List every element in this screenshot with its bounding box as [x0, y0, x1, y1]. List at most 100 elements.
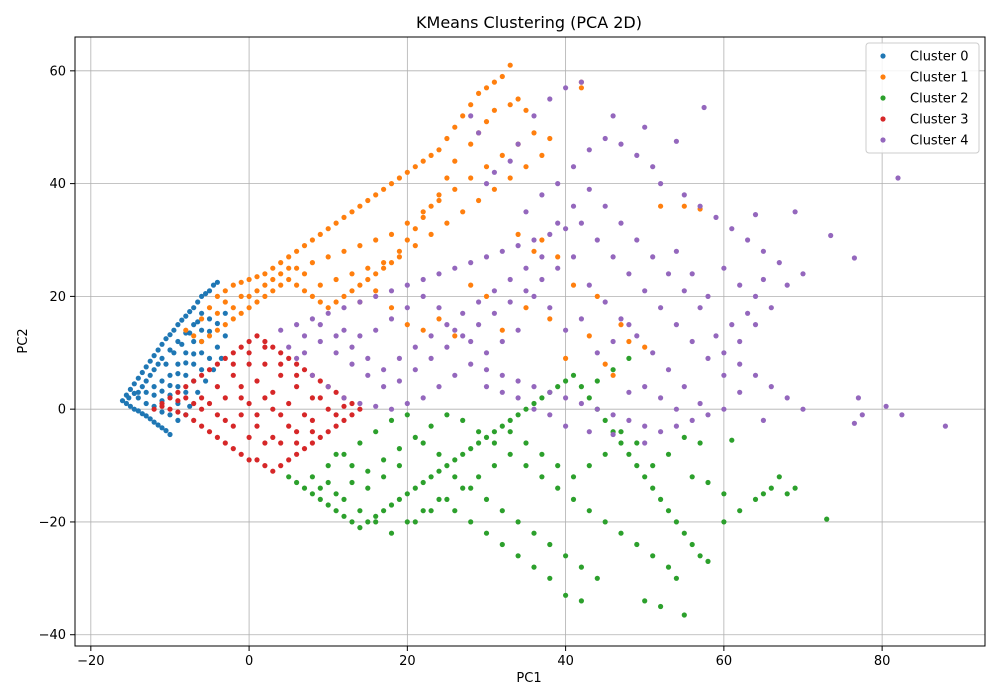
- data-point: [357, 203, 363, 209]
- data-point: [238, 451, 244, 457]
- data-point: [578, 400, 585, 407]
- data-point: [721, 406, 727, 412]
- data-point: [851, 255, 858, 261]
- data-point: [507, 451, 513, 457]
- data-point: [317, 378, 323, 384]
- data-point: [246, 305, 252, 311]
- data-point: [752, 212, 759, 218]
- data-point: [214, 361, 220, 367]
- data-point: [713, 333, 719, 339]
- data-point: [349, 288, 355, 294]
- data-point: [135, 395, 141, 401]
- data-point: [701, 104, 707, 111]
- data-point: [286, 254, 292, 260]
- data-point: [309, 440, 315, 446]
- data-point: [499, 327, 505, 333]
- data-point: [586, 333, 592, 339]
- data-point: [555, 384, 561, 390]
- data-point: [752, 372, 759, 378]
- data-point: [151, 367, 157, 373]
- data-point: [420, 293, 426, 299]
- data-point: [499, 508, 505, 514]
- data-point: [139, 369, 145, 376]
- data-point: [594, 378, 600, 384]
- data-point: [404, 305, 410, 311]
- data-point: [206, 316, 213, 322]
- data-point: [721, 372, 727, 378]
- data-point: [507, 276, 513, 283]
- legend-box: [865, 42, 980, 154]
- data-point: [373, 403, 379, 409]
- data-point: [333, 333, 339, 339]
- data-point: [199, 293, 205, 299]
- data-point: [618, 440, 624, 446]
- data-point: [673, 423, 680, 429]
- data-point: [183, 389, 189, 395]
- y-tick-label: −40: [39, 628, 66, 643]
- data-point: [294, 265, 300, 271]
- data-point: [349, 209, 355, 215]
- data-point: [294, 429, 300, 435]
- data-point: [286, 265, 292, 271]
- data-point: [317, 485, 323, 491]
- data-point: [737, 389, 743, 395]
- data-point: [452, 508, 458, 514]
- data-point: [246, 434, 252, 440]
- data-point: [737, 282, 743, 288]
- data-point: [199, 350, 205, 356]
- data-point: [341, 417, 347, 423]
- data-point: [444, 135, 450, 142]
- data-point: [460, 310, 466, 316]
- data-point: [147, 416, 153, 422]
- data-point: [135, 389, 141, 395]
- data-point: [301, 271, 308, 277]
- data-point: [388, 417, 395, 423]
- data-point: [547, 575, 553, 581]
- data-point: [539, 451, 545, 457]
- data-point: [349, 361, 355, 367]
- data-point: [444, 220, 450, 226]
- x-axis-ticks: −20 0 20 40 60 80: [77, 646, 890, 669]
- data-point: [752, 496, 759, 502]
- data-point: [199, 367, 205, 373]
- data-point: [547, 541, 553, 548]
- data-point: [388, 530, 395, 536]
- data-point: [183, 412, 189, 418]
- data-point: [396, 355, 402, 361]
- data-point: [294, 282, 300, 288]
- data-point: [163, 361, 169, 367]
- data-point: [135, 408, 141, 414]
- data-point: [784, 282, 790, 288]
- data-point: [499, 338, 505, 345]
- data-point: [317, 395, 323, 401]
- data-point: [246, 338, 252, 345]
- data-point: [420, 440, 426, 446]
- data-point: [851, 420, 858, 426]
- data-point: [697, 400, 703, 407]
- data-point: [191, 361, 197, 367]
- data-point: [594, 406, 600, 412]
- data-point: [499, 541, 505, 548]
- data-point: [254, 274, 260, 280]
- data-point: [238, 412, 244, 418]
- data-point: [222, 288, 228, 294]
- data-point: [705, 293, 711, 299]
- data-point: [563, 378, 569, 384]
- data-point: [507, 158, 513, 164]
- data-point: [309, 417, 315, 423]
- data-point: [294, 384, 300, 390]
- legend-marker: [880, 95, 886, 101]
- data-point: [578, 85, 585, 91]
- data-point: [341, 327, 347, 333]
- data-point: [381, 508, 387, 514]
- data-point: [203, 291, 209, 297]
- data-point: [333, 389, 339, 395]
- data-point: [760, 417, 767, 423]
- y-tick-label: 20: [49, 290, 66, 305]
- data-point: [491, 463, 497, 469]
- data-point: [278, 361, 284, 367]
- data-point: [206, 288, 213, 294]
- data-point: [294, 451, 300, 457]
- data-point: [634, 237, 640, 243]
- data-point: [578, 220, 585, 226]
